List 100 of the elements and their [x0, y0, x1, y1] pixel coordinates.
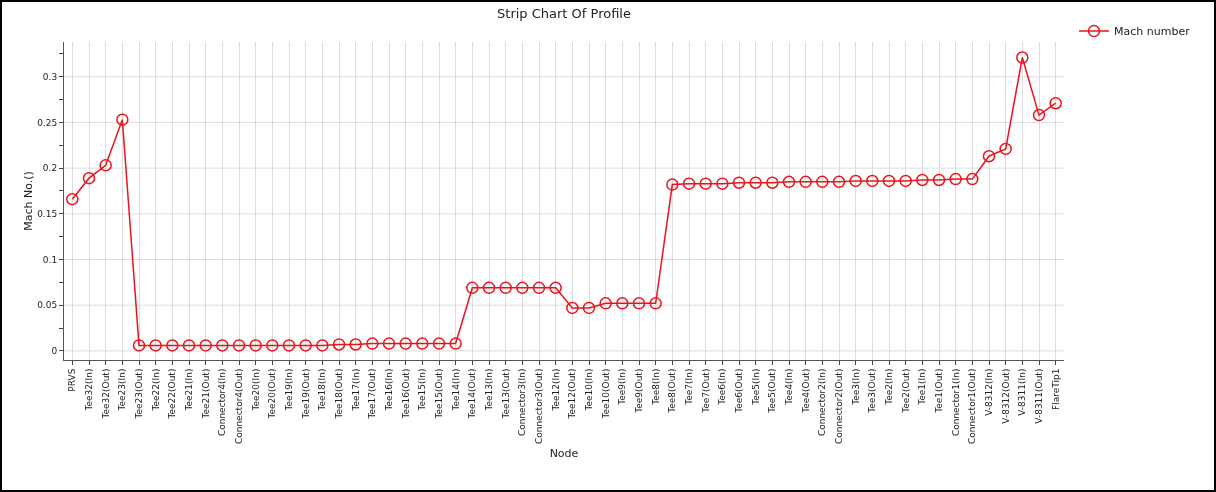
- x-tick-label: Tee13(Out): [500, 368, 511, 420]
- x-tick-label: Tee4(In): [783, 368, 794, 406]
- point: [149, 339, 162, 352]
- x-tick-label: Tee32(Out): [100, 368, 111, 420]
- x-tick-label: Tee6(In): [717, 368, 728, 406]
- x-tick-label: Tee9(Out): [633, 368, 644, 414]
- point: [699, 177, 712, 190]
- point: [949, 172, 962, 186]
- point: [532, 281, 546, 295]
- point: [832, 175, 846, 189]
- x-tick-label: Tee23(Out): [133, 368, 144, 420]
- point: [816, 175, 829, 189]
- x-tick-label: Connector1(Out): [967, 368, 978, 445]
- x-tick-label: Tee14(Out): [467, 368, 478, 420]
- point: [382, 337, 396, 350]
- x-tick-label: Tee7(In): [683, 368, 694, 406]
- x-tick-label: Tee15(Out): [433, 368, 444, 420]
- x-tick-label: V-8312(In): [983, 368, 994, 416]
- point: [716, 177, 729, 190]
- x-tick-label: Tee20(In): [250, 368, 261, 412]
- y-axis-title: Mach No.(): [22, 171, 35, 231]
- point: [916, 173, 929, 187]
- y-tick-label: 0.2: [42, 163, 58, 174]
- x-tick-label: Tee17(In): [350, 368, 361, 412]
- point: [732, 176, 746, 189]
- x-tick-label: Connector4(In): [217, 368, 228, 437]
- legend-label: Mach number: [1114, 25, 1191, 39]
- point: [782, 175, 796, 189]
- y-tick-label: 0.25: [37, 117, 58, 128]
- x-tick-label: Tee1(In): [917, 368, 928, 406]
- point: [82, 171, 96, 185]
- x-tick-label: Tee16(In): [383, 368, 394, 412]
- x-tick-label: Tee5(In): [750, 368, 761, 406]
- point: [232, 339, 246, 352]
- x-tick-label: Tee2(Out): [900, 368, 911, 414]
- point: [166, 339, 179, 352]
- y-tick-label: 0.05: [37, 300, 58, 311]
- point: [416, 337, 429, 350]
- point: [299, 339, 312, 352]
- x-tick-label: Tee8(In): [650, 368, 661, 406]
- x-tick-label: Connector3(Out): [533, 368, 544, 445]
- x-tick-label: Connector2(In): [817, 368, 828, 437]
- x-tick-label: Tee22(Out): [167, 368, 178, 420]
- x-tick-label: Tee12(Out): [567, 368, 578, 420]
- x-tick-label: Tee21(In): [183, 368, 194, 412]
- x-tick-label: Tee19(Out): [300, 368, 311, 420]
- point: [999, 142, 1012, 156]
- point: [199, 339, 212, 352]
- y-tick-label: 0: [51, 346, 58, 357]
- point: [132, 339, 146, 352]
- chart-title: Strip Chart Of Profile: [497, 6, 631, 22]
- y-tick-label: 0.3: [42, 71, 58, 82]
- point: [516, 281, 529, 295]
- x-tick-label: Connector4(Out): [233, 368, 244, 445]
- x-tick-label: Tee7(Out): [700, 368, 711, 414]
- point: [866, 174, 879, 188]
- point: [99, 159, 112, 172]
- x-tick-label: V-8311(Out): [1033, 368, 1044, 424]
- x-tick-label: Tee23(In): [117, 368, 128, 412]
- point: [266, 339, 279, 352]
- point: [566, 301, 579, 315]
- x-tick-label: Tee14(In): [450, 368, 461, 412]
- x-tick-label: Tee9(In): [617, 368, 628, 406]
- point: [499, 281, 512, 295]
- point: [432, 337, 446, 350]
- point: [349, 338, 362, 351]
- point: [649, 297, 662, 310]
- x-tick-label: Tee10(Out): [600, 368, 611, 420]
- point: [966, 172, 979, 186]
- point: [399, 337, 412, 350]
- x-tick-label: Tee6(Out): [733, 368, 744, 414]
- point: [632, 297, 646, 310]
- y-tick-label: 0.15: [37, 208, 58, 219]
- point: [466, 281, 479, 295]
- x-tick-label: Tee3(In): [850, 368, 861, 406]
- x-tick-label: Tee10(In): [583, 368, 594, 412]
- point: [882, 174, 896, 188]
- point: [982, 149, 996, 163]
- point: [1016, 51, 1029, 64]
- point: [366, 337, 379, 350]
- x-tick-label: Tee17(Out): [367, 368, 378, 420]
- point: [449, 337, 462, 350]
- x-tick-label: Tee4(Out): [800, 368, 811, 414]
- point: [582, 301, 596, 315]
- x-tick-label: V-8311(In): [1017, 368, 1028, 416]
- x-tick-label: Tee2(In): [883, 368, 894, 406]
- point: [616, 297, 629, 310]
- x-tick-label: V-8312(Out): [1000, 368, 1011, 424]
- x-tick-label: Tee8(Out): [667, 368, 678, 414]
- x-tick-label: Connector2(Out): [833, 368, 844, 445]
- point: [116, 113, 129, 126]
- x-tick-label: Connector1(In): [950, 368, 961, 437]
- point: [1049, 96, 1062, 110]
- point: [666, 178, 679, 191]
- point: [549, 281, 562, 295]
- x-tick-label: Tee18(Out): [333, 368, 344, 420]
- x-tick-label: Tee5(Out): [767, 368, 778, 414]
- point: [316, 339, 329, 352]
- x-tick-label: Connector3(In): [517, 368, 528, 437]
- x-tick-label: Tee19(In): [283, 368, 294, 412]
